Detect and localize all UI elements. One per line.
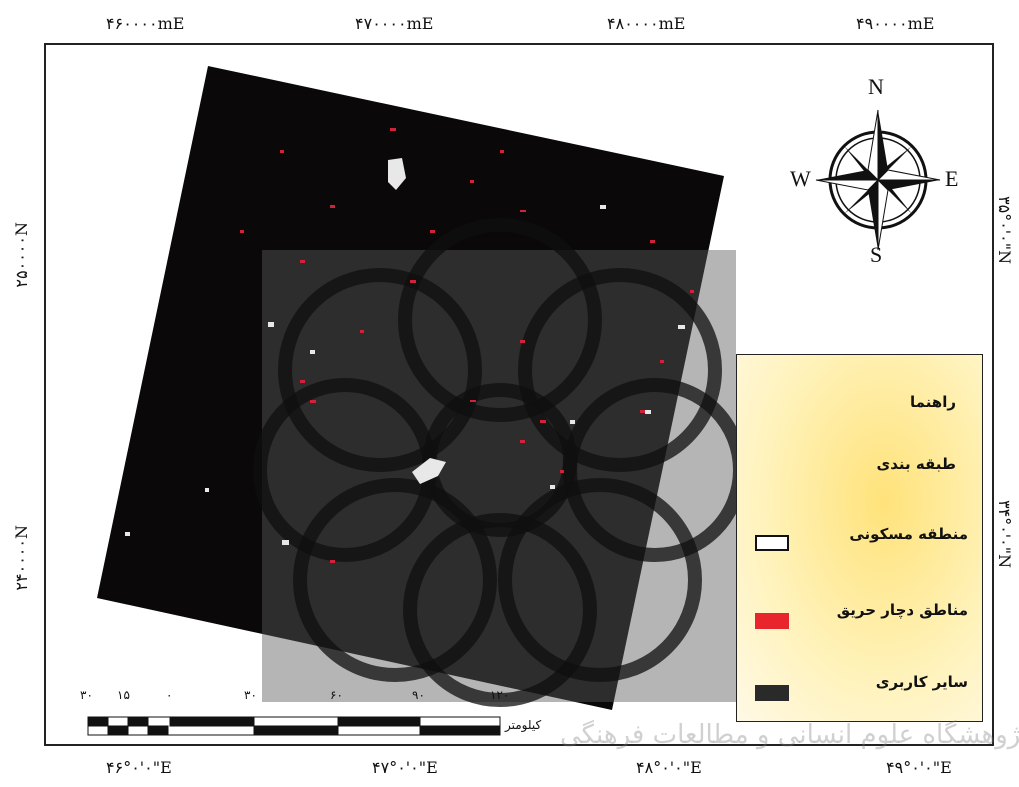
compass-east: E (945, 166, 959, 191)
legend-swatch-fire (755, 613, 789, 629)
top-tick-1: ۴۶۰۰۰۰mE (106, 14, 185, 33)
scale-label-1: ۳۰ (80, 688, 93, 702)
legend-subtitle: طبقه بندی (876, 455, 956, 473)
legend-item-label: سایر کاربری (875, 673, 968, 691)
legend-item-other: سایر کاربری (876, 673, 968, 691)
scale-label-7: ۱۲۰ (490, 688, 510, 702)
legend-panel: راهنما طبقه بندی منطقه مسکونی مناطق دچار… (736, 354, 983, 722)
bottom-tick-1: ۴۶°۰'۰"E (106, 758, 172, 777)
scale-label-6: ۹۰ (412, 688, 425, 702)
scale-label-2: ۱۵ (117, 688, 130, 702)
legend-item-label: مناطق دچار حریق (836, 601, 968, 619)
compass-rose-graphic (815, 109, 941, 251)
legend-swatch-residential (755, 535, 789, 551)
fire-pixels (240, 128, 694, 563)
scale-bar-graphic (87, 716, 501, 736)
top-tick-3: ۴۸۰۰۰۰mE (607, 14, 686, 33)
right-tick-1: ۳۵°۰'۰"N (995, 196, 1014, 265)
legend-title: راهنما (910, 393, 956, 411)
scale-label-3: ۰ (166, 688, 173, 702)
legend-item-residential: منطقه مسکونی (849, 525, 968, 543)
compass-south: S (870, 242, 883, 267)
top-tick-4: ۴۹۰۰۰۰mE (856, 14, 935, 33)
compass-west: W (790, 166, 811, 191)
legend-swatch-other (755, 685, 789, 701)
scale-label-5: ۶۰ (330, 688, 343, 702)
legend-item-fire: مناطق دچار حریق (837, 601, 968, 619)
bottom-tick-2: ۴۷°۰'۰"E (372, 758, 438, 777)
residential-patches (125, 158, 685, 545)
watermark-overlay (262, 250, 736, 702)
legend-item-label: منطقه مسکونی (849, 525, 968, 543)
scale-label-4: ۳۰ (244, 688, 257, 702)
watermark-text: پژوهشگاه علوم انسانی و مطالعات فرهنگی (560, 720, 1019, 750)
scale-unit-label: کیلومتر (505, 718, 542, 732)
top-tick-2: ۴۷۰۰۰۰mE (355, 14, 434, 33)
bottom-tick-3: ۴۸°۰'۰"E (636, 758, 702, 777)
right-tick-2: ۳۴°۰'۰"N (995, 500, 1014, 569)
compass-north: N (868, 74, 884, 99)
bottom-tick-4: ۴۹°۰'۰"E (886, 758, 952, 777)
